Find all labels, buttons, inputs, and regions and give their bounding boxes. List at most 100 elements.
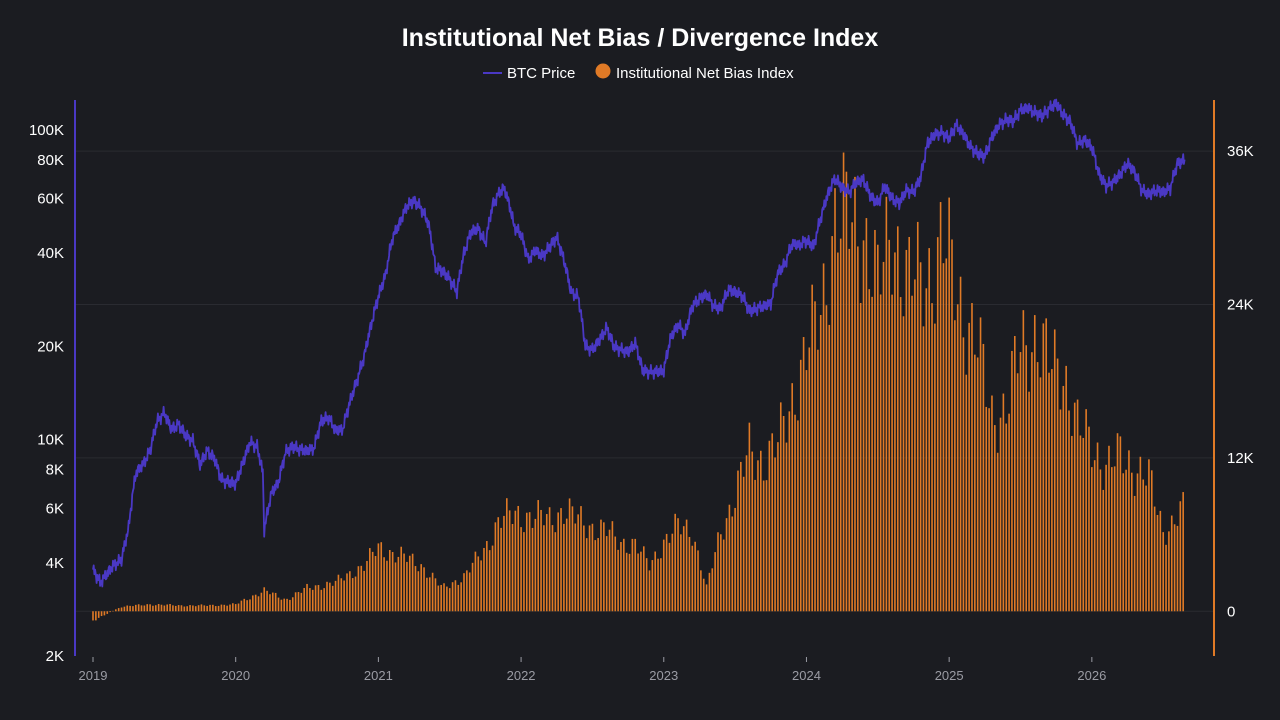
bias-bar [389, 550, 391, 612]
bias-bar [1002, 393, 1005, 612]
bias-bar [454, 580, 457, 612]
bias-bar [811, 284, 813, 612]
bias-bar [117, 608, 120, 612]
bias-bar [1053, 329, 1056, 612]
bias-bar [694, 541, 696, 612]
bias-bar [103, 611, 106, 616]
bias-bar [297, 592, 300, 612]
bias-bar [714, 552, 716, 612]
bias-bar [794, 414, 796, 612]
bias-bar [954, 320, 956, 612]
bias-bar [1022, 310, 1025, 612]
bias-bar [149, 604, 151, 612]
bias-bar [197, 605, 200, 612]
bias-bar [460, 582, 462, 612]
bias-bar [865, 218, 868, 612]
bias-bar [979, 317, 982, 612]
bias-bar [511, 524, 514, 612]
bias-bar [956, 304, 959, 612]
bias-bar [317, 585, 320, 612]
bias-bar [212, 604, 214, 612]
bias-bar [799, 359, 802, 612]
bias-bar [662, 539, 665, 612]
bias-bar [603, 522, 605, 612]
legend-bias-index-label[interactable]: Institutional Net Bias Index [616, 65, 794, 82]
bias-bar [334, 580, 337, 612]
bias-bar [682, 526, 685, 612]
bias-bar [1179, 501, 1182, 612]
bias-bar [1042, 323, 1045, 612]
bias-bar [488, 550, 491, 612]
bias-bar [817, 349, 819, 612]
bias-bar [560, 508, 562, 612]
legend-bias-index-swatch [595, 63, 611, 79]
bias-bar [705, 584, 708, 612]
bias-index-bars [92, 152, 1184, 621]
bias-bar [936, 237, 939, 612]
bias-bar [1071, 435, 1073, 612]
bias-bar [320, 589, 323, 612]
bias-bar [999, 417, 1002, 612]
bias-bar [1170, 515, 1173, 612]
bias-bar [848, 248, 851, 612]
bias-bar [1008, 413, 1010, 612]
bias-bar [528, 512, 531, 612]
bias-bar [1062, 385, 1065, 612]
bias-bar [408, 555, 411, 612]
legend-btc-price-label[interactable]: BTC Price [507, 65, 575, 82]
bias-bar [406, 561, 408, 612]
bias-bar [200, 604, 203, 612]
bias-bar [1133, 495, 1136, 612]
chart-title: Institutional Net Bias / Divergence Inde… [402, 24, 879, 52]
bias-bar [737, 470, 739, 612]
bias-bar [645, 558, 648, 612]
bias-bar [369, 548, 371, 612]
left-tick-label: 80K [37, 152, 64, 169]
bias-bar [1156, 514, 1159, 612]
bias-bar [1145, 485, 1147, 612]
bias-bar [357, 566, 360, 612]
bias-bar [223, 604, 226, 612]
bias-bar [457, 584, 460, 612]
bias-bar [1153, 506, 1156, 612]
left-tick-label: 60K [37, 191, 64, 208]
bias-bar [951, 239, 953, 612]
bias-bar [674, 513, 676, 612]
bias-bar [157, 604, 160, 612]
bias-bar [588, 525, 591, 612]
bias-bar [283, 598, 286, 612]
bias-bar [243, 598, 246, 612]
bias-bar [172, 605, 174, 612]
bias-bar [565, 518, 568, 612]
bias-bar [765, 480, 768, 612]
bias-bar [483, 547, 485, 612]
bias-bar [166, 604, 168, 612]
bias-bar [911, 295, 913, 612]
bias-bar [411, 553, 414, 612]
bias-bar [471, 562, 474, 612]
bias-bar [280, 599, 283, 612]
bias-bar [1173, 524, 1176, 612]
bias-bar [446, 586, 448, 612]
bias-bar [1122, 473, 1125, 612]
bias-bar [614, 536, 617, 612]
left-tick-label: 8K [46, 462, 64, 479]
bias-bar [788, 411, 791, 612]
bias-bar [120, 607, 123, 612]
bias-bar [808, 347, 811, 612]
bias-bar [600, 519, 602, 612]
bias-bar [377, 543, 380, 612]
bias-bar [500, 527, 502, 612]
bias-bar [722, 539, 725, 612]
bias-bar [1033, 315, 1036, 612]
btc-price-line [92, 98, 1186, 588]
bias-bar [254, 594, 257, 612]
bias-bar [834, 188, 836, 612]
bias-bar [959, 276, 962, 612]
bias-bar [574, 523, 577, 612]
bias-bar [580, 506, 582, 612]
bias-bar [634, 538, 637, 612]
bias-bar [1068, 410, 1070, 612]
bias-bar [916, 221, 919, 612]
